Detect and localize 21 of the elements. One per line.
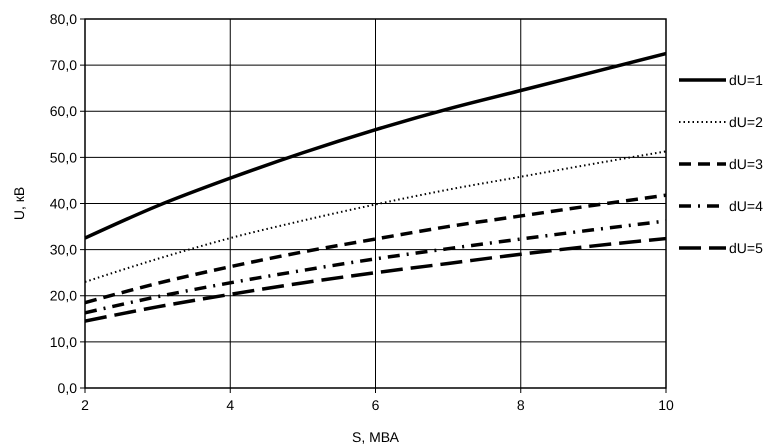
- y-tick-label: 70,0: [50, 57, 78, 74]
- x-axis-title: S, МВА: [352, 429, 400, 445]
- x-tick-label: 4: [226, 397, 234, 413]
- y-axis-title: U, кВ: [11, 186, 27, 220]
- x-tick-label: 6: [372, 397, 380, 413]
- legend-label: dU=2: [729, 114, 764, 130]
- y-tick-label: 50,0: [50, 149, 78, 166]
- y-tick-label: 10,0: [50, 334, 78, 350]
- legend-label: dU=4: [729, 198, 764, 214]
- x-tick-label: 2: [81, 397, 90, 413]
- y-tick-label: 40,0: [50, 195, 78, 212]
- y-tick-label: 80,0: [50, 10, 78, 27]
- legend-label: dU=3: [729, 156, 764, 172]
- y-tick-label: 0,0: [58, 380, 78, 396]
- x-tick-label: 8: [516, 397, 525, 413]
- x-tick-label: 10: [658, 397, 674, 413]
- y-tick-label: 60,0: [50, 103, 78, 120]
- y-tick-label: 30,0: [50, 242, 78, 258]
- legend-label: dU=1: [729, 72, 764, 88]
- legend-label: dU=5: [729, 240, 764, 256]
- y-tick-label: 20,0: [50, 288, 78, 304]
